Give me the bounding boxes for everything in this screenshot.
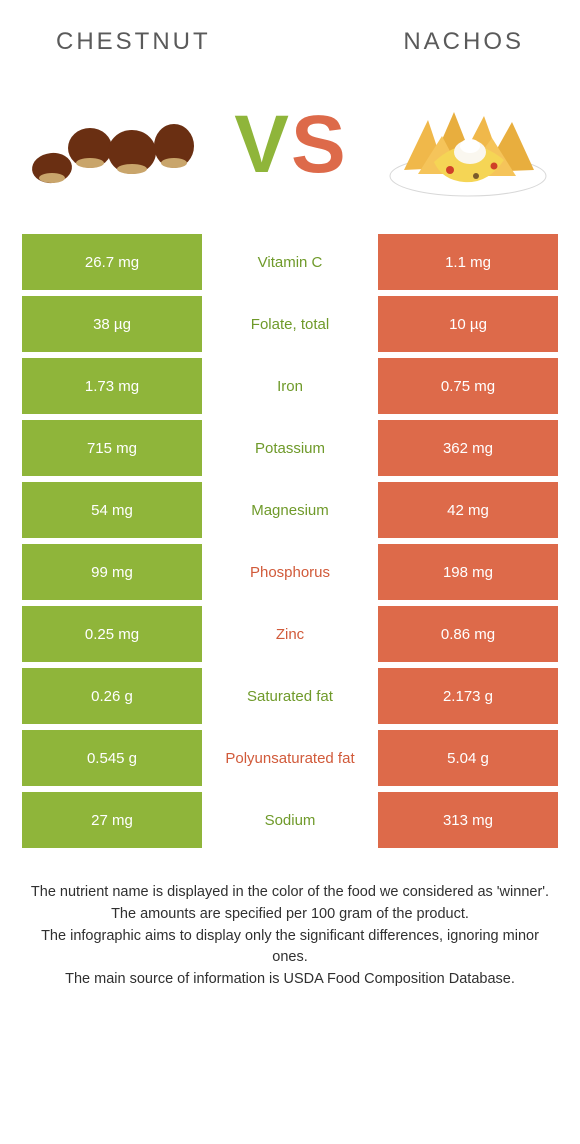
nutrient-label: Folate, total bbox=[202, 296, 378, 352]
nutrient-label: Saturated fat bbox=[202, 668, 378, 724]
value-left: 1.73 mg bbox=[22, 358, 202, 414]
table-row: 54 mg Magnesium 42 mg bbox=[22, 482, 558, 538]
table-row: 0.25 mg Zinc 0.86 mg bbox=[22, 606, 558, 662]
versus-row: V S bbox=[0, 66, 580, 234]
table-row: 0.26 g Saturated fat 2.173 g bbox=[22, 668, 558, 724]
value-left: 0.26 g bbox=[22, 668, 202, 724]
vs-label: V S bbox=[234, 104, 345, 186]
table-row: 0.545 g Polyunsaturated fat 5.04 g bbox=[22, 730, 558, 786]
table-row: 715 mg Potassium 362 mg bbox=[22, 420, 558, 476]
value-right: 42 mg bbox=[378, 482, 558, 538]
table-row: 26.7 mg Vitamin C 1.1 mg bbox=[22, 234, 558, 290]
comparison-header: CHESTNUT NACHOS bbox=[0, 0, 580, 66]
value-right: 0.75 mg bbox=[378, 358, 558, 414]
table-row: 27 mg Sodium 313 mg bbox=[22, 792, 558, 848]
food-title-left: CHESTNUT bbox=[56, 28, 211, 56]
value-left: 26.7 mg bbox=[22, 234, 202, 290]
value-right: 1.1 mg bbox=[378, 234, 558, 290]
value-left: 0.545 g bbox=[22, 730, 202, 786]
value-right: 2.173 g bbox=[378, 668, 558, 724]
table-row: 38 µg Folate, total 10 µg bbox=[22, 296, 558, 352]
note-line: The infographic aims to display only the… bbox=[30, 926, 550, 970]
nutrient-label: Potassium bbox=[202, 420, 378, 476]
chestnut-image bbox=[28, 90, 196, 200]
value-right: 10 µg bbox=[378, 296, 558, 352]
value-left: 54 mg bbox=[22, 482, 202, 538]
nutrient-label: Iron bbox=[202, 358, 378, 414]
value-left: 99 mg bbox=[22, 544, 202, 600]
vs-s-letter: S bbox=[291, 104, 346, 186]
value-right: 313 mg bbox=[378, 792, 558, 848]
value-right: 0.86 mg bbox=[378, 606, 558, 662]
nutrient-label: Phosphorus bbox=[202, 544, 378, 600]
table-row: 99 mg Phosphorus 198 mg bbox=[22, 544, 558, 600]
note-line: The main source of information is USDA F… bbox=[30, 969, 550, 991]
note-line: The amounts are specified per 100 gram o… bbox=[30, 904, 550, 926]
nutrient-table: 26.7 mg Vitamin C 1.1 mg 38 µg Folate, t… bbox=[0, 234, 580, 848]
nutrient-label: Magnesium bbox=[202, 482, 378, 538]
nutrient-label: Vitamin C bbox=[202, 234, 378, 290]
value-left: 0.25 mg bbox=[22, 606, 202, 662]
nachos-image bbox=[384, 90, 552, 200]
footer-notes: The nutrient name is displayed in the co… bbox=[0, 854, 580, 1031]
nutrient-label: Polyunsaturated fat bbox=[202, 730, 378, 786]
value-right: 5.04 g bbox=[378, 730, 558, 786]
note-line: The nutrient name is displayed in the co… bbox=[30, 882, 550, 904]
value-left: 38 µg bbox=[22, 296, 202, 352]
table-row: 1.73 mg Iron 0.75 mg bbox=[22, 358, 558, 414]
value-left: 27 mg bbox=[22, 792, 202, 848]
nutrient-label: Zinc bbox=[202, 606, 378, 662]
value-right: 362 mg bbox=[378, 420, 558, 476]
value-left: 715 mg bbox=[22, 420, 202, 476]
nutrient-label: Sodium bbox=[202, 792, 378, 848]
food-title-right: NACHOS bbox=[403, 28, 524, 56]
value-right: 198 mg bbox=[378, 544, 558, 600]
vs-v-letter: V bbox=[234, 104, 289, 186]
